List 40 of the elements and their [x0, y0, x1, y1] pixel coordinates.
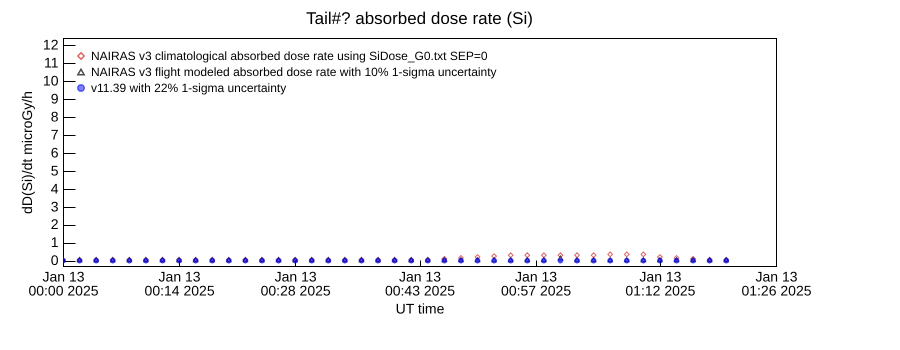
point	[558, 258, 564, 264]
point	[541, 252, 547, 258]
y-tick-label: 1	[50, 234, 59, 250]
point	[491, 253, 497, 259]
y-tick-label: 3	[50, 198, 59, 214]
x-tick-label: Jan 13 00:43 2025	[384, 268, 456, 298]
x-tick-label: Jan 13 00:28 2025	[260, 268, 331, 298]
point	[558, 255, 564, 260]
x-tick-label: Jan 13 00:14 2025	[144, 268, 215, 298]
legend-label: NAIRAS v3 climatological absorbed dose rate using SiDose_G0.txt SEP=0	[91, 49, 488, 63]
x-tick-label: Jan 13 01:12 2025	[625, 268, 696, 298]
point	[508, 252, 514, 258]
y-tick-label: 4	[50, 180, 59, 196]
y-tick-label: 8	[50, 108, 59, 124]
point	[657, 254, 663, 260]
point	[607, 251, 614, 258]
point	[640, 251, 646, 258]
y-tick-label: 2	[50, 216, 59, 232]
x-tick-label: Jan 13 01:26 2025	[741, 268, 812, 298]
point	[524, 252, 530, 258]
point	[558, 252, 564, 258]
x-axis-title: UT time	[396, 300, 445, 316]
y-tick-label: 9	[50, 90, 59, 107]
y-axis-title: dD(Si)/dt microGy/h	[18, 91, 35, 214]
point	[574, 252, 580, 258]
legend-label: v11.39 with 22% 1-sigma uncertainty	[91, 81, 286, 95]
y-tick-label: 6	[50, 144, 59, 160]
y-tick-label: 12	[42, 36, 59, 53]
y-tick-label: 10	[42, 72, 59, 89]
point	[590, 252, 596, 258]
y-tick-label: 7	[50, 126, 59, 142]
x-tick-label: Jan 13 00:57 2025	[501, 268, 572, 298]
point	[474, 254, 480, 260]
y-tick-label: 5	[50, 162, 59, 178]
y-tick-label: 0	[50, 252, 59, 268]
point	[624, 251, 630, 258]
x-tick-label: Jan 13 00:00 2025	[28, 268, 99, 298]
y-tick-label: 11	[44, 54, 59, 71]
legend-label: NAIRAS v3 flight modeled absorbed dose rate with 10% 1-sigma uncertainty	[91, 65, 497, 79]
chart-title: Tail#? absorbed dose rate (Si)	[306, 9, 533, 28]
